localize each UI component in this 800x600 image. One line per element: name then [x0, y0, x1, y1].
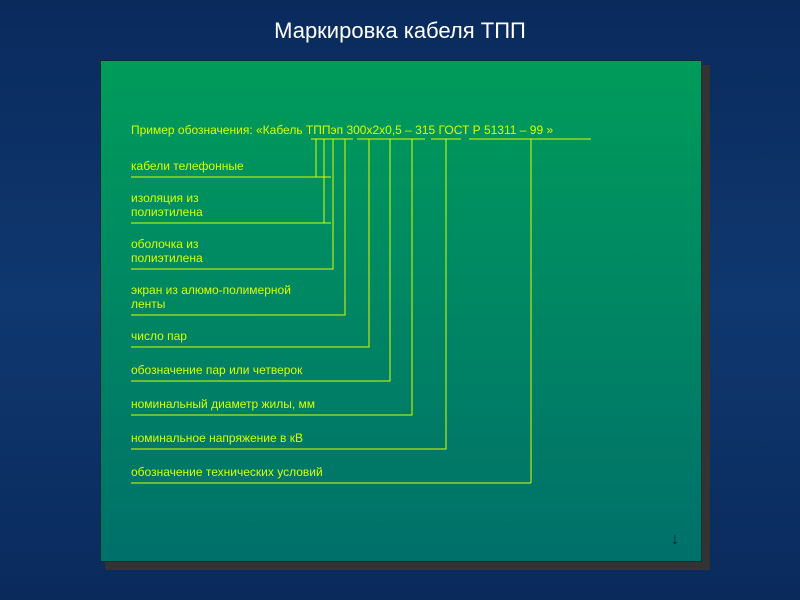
label-item: обозначение пар или четверок	[131, 363, 376, 377]
label-item: номинальное напряжение в кВ	[131, 431, 431, 445]
diagram-panel: Пример обозначения: «Кабель ТППэп 300х2х…	[100, 60, 702, 562]
label-item: число пар	[131, 329, 351, 343]
callout-lines	[101, 61, 701, 561]
label-item: изоляция изполиэтилена	[131, 191, 321, 219]
label-item: экран из алюмо-полимернойленты	[131, 283, 321, 311]
slide-title: Маркировка кабеля ТПП	[0, 18, 800, 44]
down-arrow-icon: ↓	[671, 531, 679, 549]
label-item: обозначение технических условий	[131, 465, 521, 479]
label-item: кабели телефонные	[131, 159, 321, 173]
label-item: оболочка изполиэтилена	[131, 237, 321, 265]
label-item: номинальный диаметр жилы, мм	[131, 397, 401, 411]
slide: Маркировка кабеля ТПП Пример обозначения…	[0, 0, 800, 600]
